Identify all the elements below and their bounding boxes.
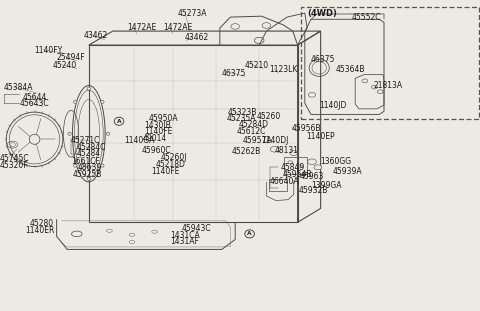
Text: 45218D: 45218D — [156, 160, 186, 169]
Text: 49014: 49014 — [143, 134, 168, 143]
Text: 1431CA: 1431CA — [170, 231, 200, 239]
Text: 45932B: 45932B — [299, 186, 328, 195]
Ellipse shape — [290, 151, 298, 156]
Text: 43462: 43462 — [84, 31, 108, 40]
Ellipse shape — [270, 146, 279, 152]
Text: 45745C: 45745C — [0, 154, 30, 163]
Text: 45552C: 45552C — [351, 13, 381, 21]
Ellipse shape — [68, 132, 71, 135]
Bar — [269, 179, 287, 191]
Text: 45960C: 45960C — [142, 146, 171, 155]
Text: 45963: 45963 — [300, 172, 324, 181]
Text: 1140GA: 1140GA — [124, 136, 154, 145]
Text: 45260J: 45260J — [161, 153, 187, 161]
Text: 45240: 45240 — [53, 61, 77, 70]
Text: 45364B: 45364B — [336, 65, 365, 73]
Text: 45280: 45280 — [30, 220, 54, 228]
Text: A: A — [117, 119, 121, 124]
Text: 45644: 45644 — [23, 93, 48, 101]
Text: 45284C: 45284C — [77, 143, 106, 152]
Ellipse shape — [106, 132, 109, 135]
Text: 1140EP: 1140EP — [306, 132, 335, 141]
Text: 45260: 45260 — [257, 112, 281, 121]
Text: 45384A: 45384A — [4, 83, 33, 92]
Ellipse shape — [101, 100, 104, 103]
Text: 46375: 46375 — [222, 69, 246, 77]
Text: 1661CF: 1661CF — [71, 157, 100, 165]
Text: 1360GG: 1360GG — [321, 157, 352, 165]
Text: 45284: 45284 — [77, 150, 101, 158]
Text: 45643C: 45643C — [19, 99, 49, 108]
Text: 1399GA: 1399GA — [311, 182, 342, 190]
Text: 1472AE: 1472AE — [163, 24, 192, 32]
Bar — [301, 7, 479, 119]
Text: 1140FE: 1140FE — [151, 167, 180, 175]
Text: 1472AE: 1472AE — [127, 24, 156, 32]
Text: 25494F: 25494F — [57, 53, 85, 62]
Text: 45939A: 45939A — [332, 167, 362, 176]
Text: 45271C: 45271C — [71, 136, 100, 145]
Text: 48639: 48639 — [78, 164, 102, 172]
Ellipse shape — [73, 164, 77, 167]
Text: 46640A: 46640A — [270, 178, 300, 186]
Text: 48131: 48131 — [275, 146, 299, 155]
Text: 45957A: 45957A — [242, 136, 272, 145]
Text: 1431AF: 1431AF — [170, 238, 199, 246]
Text: 45323B: 45323B — [228, 108, 257, 117]
Text: 43462: 43462 — [185, 34, 209, 42]
Ellipse shape — [101, 164, 104, 167]
Text: 45320F: 45320F — [0, 161, 29, 170]
Text: 45262B: 45262B — [231, 147, 261, 156]
Ellipse shape — [87, 177, 90, 180]
Text: 1140FE: 1140FE — [144, 128, 172, 136]
Text: 45284D: 45284D — [239, 120, 269, 129]
Text: (4WD): (4WD) — [307, 9, 337, 17]
Text: 45849: 45849 — [281, 163, 305, 172]
Ellipse shape — [73, 100, 77, 103]
Text: 1430JB: 1430JB — [144, 121, 171, 129]
Text: 1123LK: 1123LK — [269, 66, 297, 74]
Text: 1140DJ: 1140DJ — [262, 136, 289, 145]
Text: 45943C: 45943C — [181, 224, 211, 233]
Text: 46375: 46375 — [311, 55, 336, 64]
Text: 1140FY: 1140FY — [35, 46, 63, 55]
Text: 45956B: 45956B — [292, 124, 321, 132]
Text: 45235A: 45235A — [227, 114, 256, 123]
Ellipse shape — [308, 159, 316, 165]
Text: 1140ER: 1140ER — [25, 226, 54, 235]
Bar — [284, 157, 307, 174]
Text: 45925B: 45925B — [73, 170, 102, 179]
Text: 45612C: 45612C — [236, 127, 265, 136]
Text: 45210: 45210 — [245, 61, 269, 70]
Text: 21813A: 21813A — [373, 81, 403, 90]
Ellipse shape — [314, 165, 322, 170]
Text: A: A — [247, 231, 252, 236]
Text: 45950A: 45950A — [149, 114, 179, 123]
Text: 45273A: 45273A — [178, 10, 207, 18]
Ellipse shape — [87, 87, 90, 90]
Text: 45954B: 45954B — [282, 170, 312, 179]
Text: 1140JD: 1140JD — [319, 101, 347, 110]
